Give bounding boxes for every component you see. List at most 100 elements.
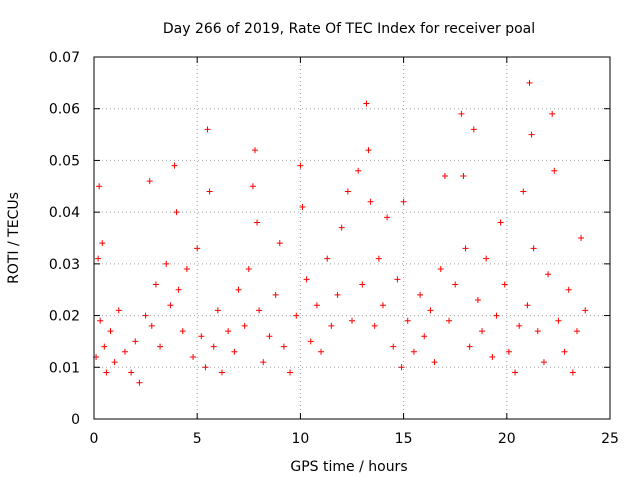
data-point [293,312,300,319]
data-point [474,297,481,304]
data-point [142,312,149,319]
x-tick-label: 0 [90,431,99,447]
y-tick-label: 0.07 [49,50,80,66]
data-point [235,286,242,293]
data-point [206,188,213,195]
data-point [394,276,401,283]
data-point [421,333,428,340]
data-point [276,240,283,247]
data-point [190,353,197,360]
data-point [431,359,438,366]
data-point [111,359,118,366]
y-tick-label: 0.03 [49,257,80,273]
data-point [249,183,256,190]
data-point [297,162,304,169]
x-tick-label: 25 [601,431,619,447]
data-point [218,369,225,376]
data-point [404,317,411,324]
data-point [202,364,209,371]
data-point [375,255,382,262]
x-tick-label: 20 [498,431,516,447]
plot-frame [93,56,611,420]
data-point [148,322,155,329]
data-point [452,281,459,288]
data-point [171,162,178,169]
data-point [573,328,580,335]
data-point [152,281,159,288]
data-point [437,266,444,273]
data-point [136,379,143,386]
data-point [446,317,453,324]
data-point [460,172,467,179]
axis-ticks: 0 5 10 15 20 25 0 0.01 0.02 0.03 0.04 0.05 0.06 0.07 [49,50,619,447]
data-point [501,281,508,288]
data-point [578,235,585,241]
data-point [266,333,273,340]
data-point [545,271,552,278]
data-point [561,348,568,355]
data-point [175,286,182,293]
data-point [303,276,310,283]
data-point [103,369,110,376]
data-point [398,364,405,371]
data-point [214,307,221,314]
data-point [551,167,558,174]
data-point [231,348,238,355]
data-point [417,291,424,298]
data-point [167,302,174,309]
data-point [132,338,139,345]
data-point [384,214,391,221]
y-axis-label: ROTI / TECUs [6,192,22,284]
data-point [324,255,331,262]
data-point [349,317,355,324]
data-point [115,307,122,314]
grid [94,57,610,419]
data-point [526,79,533,86]
data-point [359,281,366,288]
data-point [549,110,556,117]
data-point [379,302,386,309]
data-point [483,255,490,262]
data-point [555,317,562,324]
data-point [512,369,519,376]
data-point [338,224,345,231]
data-point [528,131,535,138]
data-point [489,353,496,360]
data-point [121,348,128,355]
data-point [107,328,114,335]
data-point [520,188,527,195]
data-point [287,369,294,376]
data-point [179,328,186,335]
data-point [569,369,576,376]
y-tick-label: 0.02 [49,309,80,325]
data-point [565,286,572,293]
data-point [365,147,372,154]
y-tick-label: 0.04 [49,205,80,221]
data-point [313,302,320,309]
data-point [318,348,325,355]
data-point [363,100,370,107]
data-point [470,126,477,133]
data-point [183,266,190,273]
x-axis-label: GPS time / hours [290,459,407,475]
x-tick-label: 10 [291,431,309,447]
data-point [254,219,261,226]
chart-title: Day 266 of 2019, Rate Of TEC Index for r… [163,21,535,37]
y-tick-label: 0.06 [49,102,80,118]
data-point [334,291,341,298]
x-tick-label: 15 [395,431,413,447]
data-point [272,291,279,298]
data-point [95,255,102,262]
data-point [260,359,267,366]
data-point [582,307,589,314]
data-point [479,328,486,335]
y-tick-label: 0 [71,412,80,428]
data-point [163,260,170,267]
data-point [299,203,306,210]
data-point [371,322,378,329]
data-point [410,348,417,355]
data-point [493,312,500,319]
data-point [427,307,434,314]
data-point [225,328,232,335]
